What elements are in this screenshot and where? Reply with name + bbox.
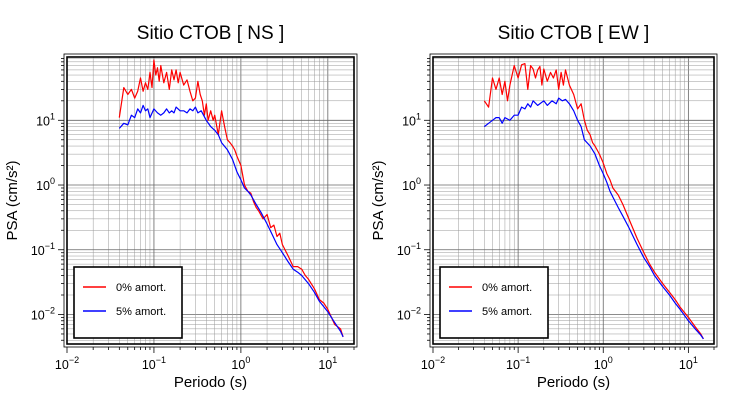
tick-base: 10	[55, 358, 69, 372]
y-tick-label: 101	[402, 111, 421, 128]
tick-exponent: 1	[50, 111, 55, 121]
chart-title: Sitio CTOB [ NS ]	[137, 23, 284, 44]
x-tick-label: 10−2	[421, 355, 445, 372]
x-tick-label: 100	[231, 355, 250, 372]
tick-base: 10	[31, 244, 45, 258]
chart-title: Sitio CTOB [ EW ]	[498, 23, 650, 44]
legend: 0% amort. 5% amort.	[439, 266, 549, 339]
x-axis-label: Periodo (s)	[174, 374, 247, 391]
plot-frame	[432, 56, 715, 345]
tick-base: 10	[397, 308, 411, 322]
tick-exponent: −2	[435, 355, 445, 365]
tick-exponent: −2	[411, 305, 421, 315]
tick-base: 10	[506, 358, 520, 372]
x-tick-label: 100	[594, 355, 613, 372]
tick-base: 10	[36, 179, 50, 193]
tick-base: 10	[318, 358, 332, 372]
y-axis-label: PSA (cm/s²)	[4, 160, 21, 240]
y-axis-label: PSA (cm/s²)	[370, 160, 387, 240]
tick-exponent: −1	[520, 355, 530, 365]
x-tick-label: 10−2	[55, 355, 79, 372]
tick-base: 10	[421, 358, 435, 372]
x-tick-label: 101	[318, 355, 337, 372]
legend-label: 0% amort.	[116, 282, 166, 294]
tick-exponent: −1	[156, 355, 166, 365]
legend: 0% amort. 5% amort.	[73, 266, 183, 339]
series-line-amort-0	[118, 59, 344, 338]
legend-label: 5% amort.	[482, 306, 532, 318]
tick-base: 10	[36, 114, 50, 128]
tick-base: 10	[402, 179, 416, 193]
legend-label: 0% amort.	[482, 282, 532, 294]
tick-exponent: −1	[45, 241, 55, 251]
y-tick-label: 100	[36, 176, 55, 193]
tick-exponent: −2	[45, 305, 55, 315]
series-line-amort-5	[118, 104, 344, 338]
plot-frame-outer	[429, 53, 718, 348]
tick-base: 10	[231, 358, 245, 372]
tick-exponent: 0	[416, 176, 421, 186]
y-tick-label: 10−2	[31, 305, 55, 322]
tick-base: 10	[31, 308, 45, 322]
x-tick-label: 101	[679, 355, 698, 372]
tick-exponent: −1	[411, 241, 421, 251]
tick-base: 10	[142, 358, 156, 372]
y-tick-label: 10−1	[31, 241, 55, 258]
tick-base: 10	[594, 358, 608, 372]
plot-frame-outer	[63, 53, 358, 348]
plot-frame	[66, 56, 355, 345]
legend-box	[73, 266, 183, 339]
tick-base: 10	[397, 244, 411, 258]
x-axis-label: Periodo (s)	[537, 374, 610, 391]
y-tick-label: 100	[402, 176, 421, 193]
tick-exponent: 0	[50, 176, 55, 186]
tick-base: 10	[679, 358, 693, 372]
y-tick-label: 101	[36, 111, 55, 128]
tick-exponent: 0	[245, 355, 250, 365]
tick-exponent: −2	[69, 355, 79, 365]
legend-label: 5% amort.	[116, 306, 166, 318]
series-line-amort-5	[483, 97, 704, 340]
axis-ticks	[424, 58, 715, 353]
y-tick-label: 10−2	[397, 305, 421, 322]
tick-exponent: 0	[608, 355, 613, 365]
tick-exponent: 1	[693, 355, 698, 365]
tick-exponent: 1	[332, 355, 337, 365]
axis-ticks	[58, 58, 355, 353]
y-tick-label: 10−1	[397, 241, 421, 258]
grid	[433, 57, 714, 344]
legend-box	[439, 266, 549, 339]
x-tick-label: 10−1	[506, 355, 530, 372]
series-line-amort-0	[483, 62, 704, 340]
tick-base: 10	[402, 114, 416, 128]
tick-exponent: 1	[416, 111, 421, 121]
x-tick-label: 10−1	[142, 355, 166, 372]
